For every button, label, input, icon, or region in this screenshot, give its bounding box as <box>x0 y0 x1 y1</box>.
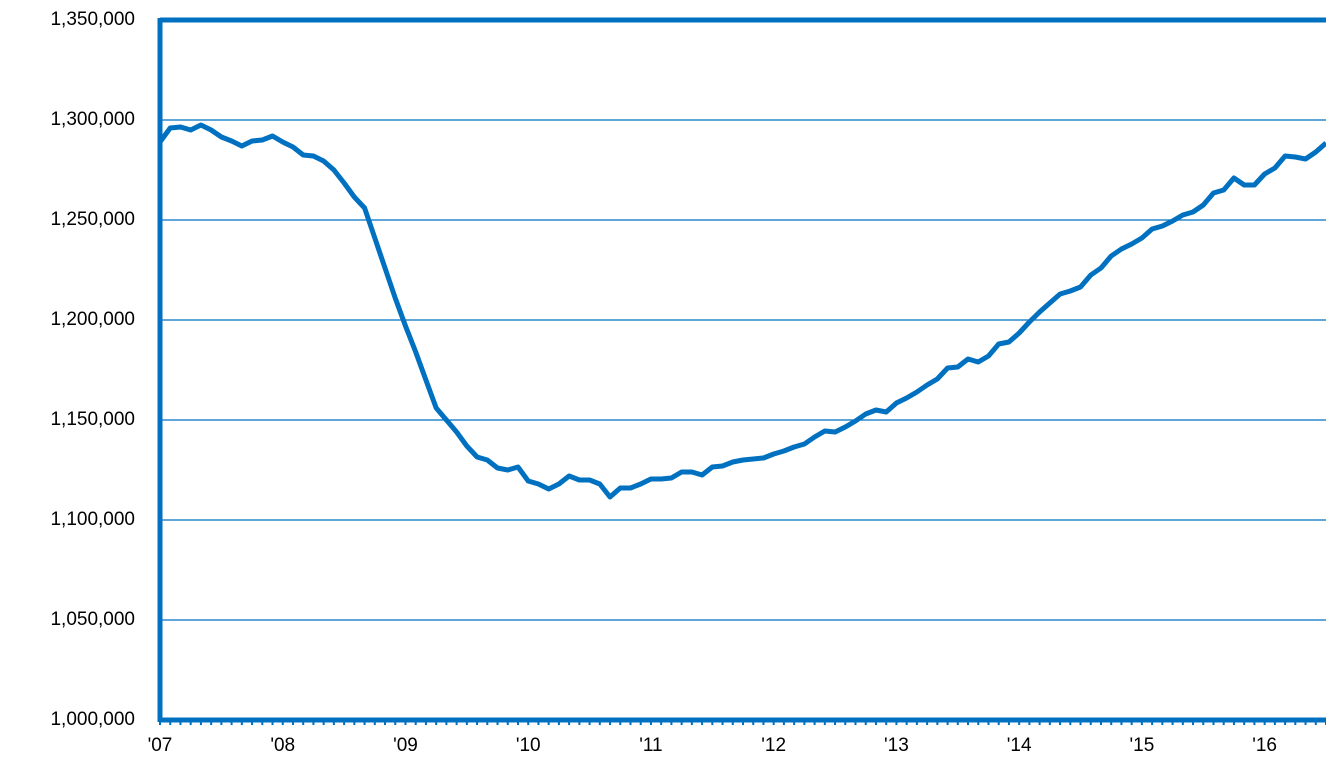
x-tick-label: '08 <box>270 735 295 756</box>
x-tick-label: '07 <box>148 735 173 756</box>
x-tick-label: '12 <box>761 735 786 756</box>
y-tick-label: 1,050,000 <box>50 609 135 630</box>
x-tick-label: '11 <box>639 735 662 756</box>
x-tick-label: '09 <box>393 735 418 756</box>
x-tick-label: '14 <box>1007 735 1032 756</box>
y-tick-label: 1,100,000 <box>50 509 135 530</box>
y-tick-label: 1,300,000 <box>50 109 135 130</box>
data-line <box>157 122 1326 500</box>
x-tick-label: '13 <box>884 735 909 756</box>
x-tick-label: '15 <box>1130 735 1155 756</box>
x-tick-label: '10 <box>516 735 541 756</box>
x-tick-label: '16 <box>1252 735 1277 756</box>
y-tick-label: 1,350,000 <box>50 9 135 30</box>
y-tick-label: 1,250,000 <box>50 209 135 230</box>
y-tick-label: 1,200,000 <box>50 309 135 330</box>
y-tick-label: 1,000,000 <box>50 709 135 730</box>
y-tick-label: 1,150,000 <box>50 409 135 430</box>
